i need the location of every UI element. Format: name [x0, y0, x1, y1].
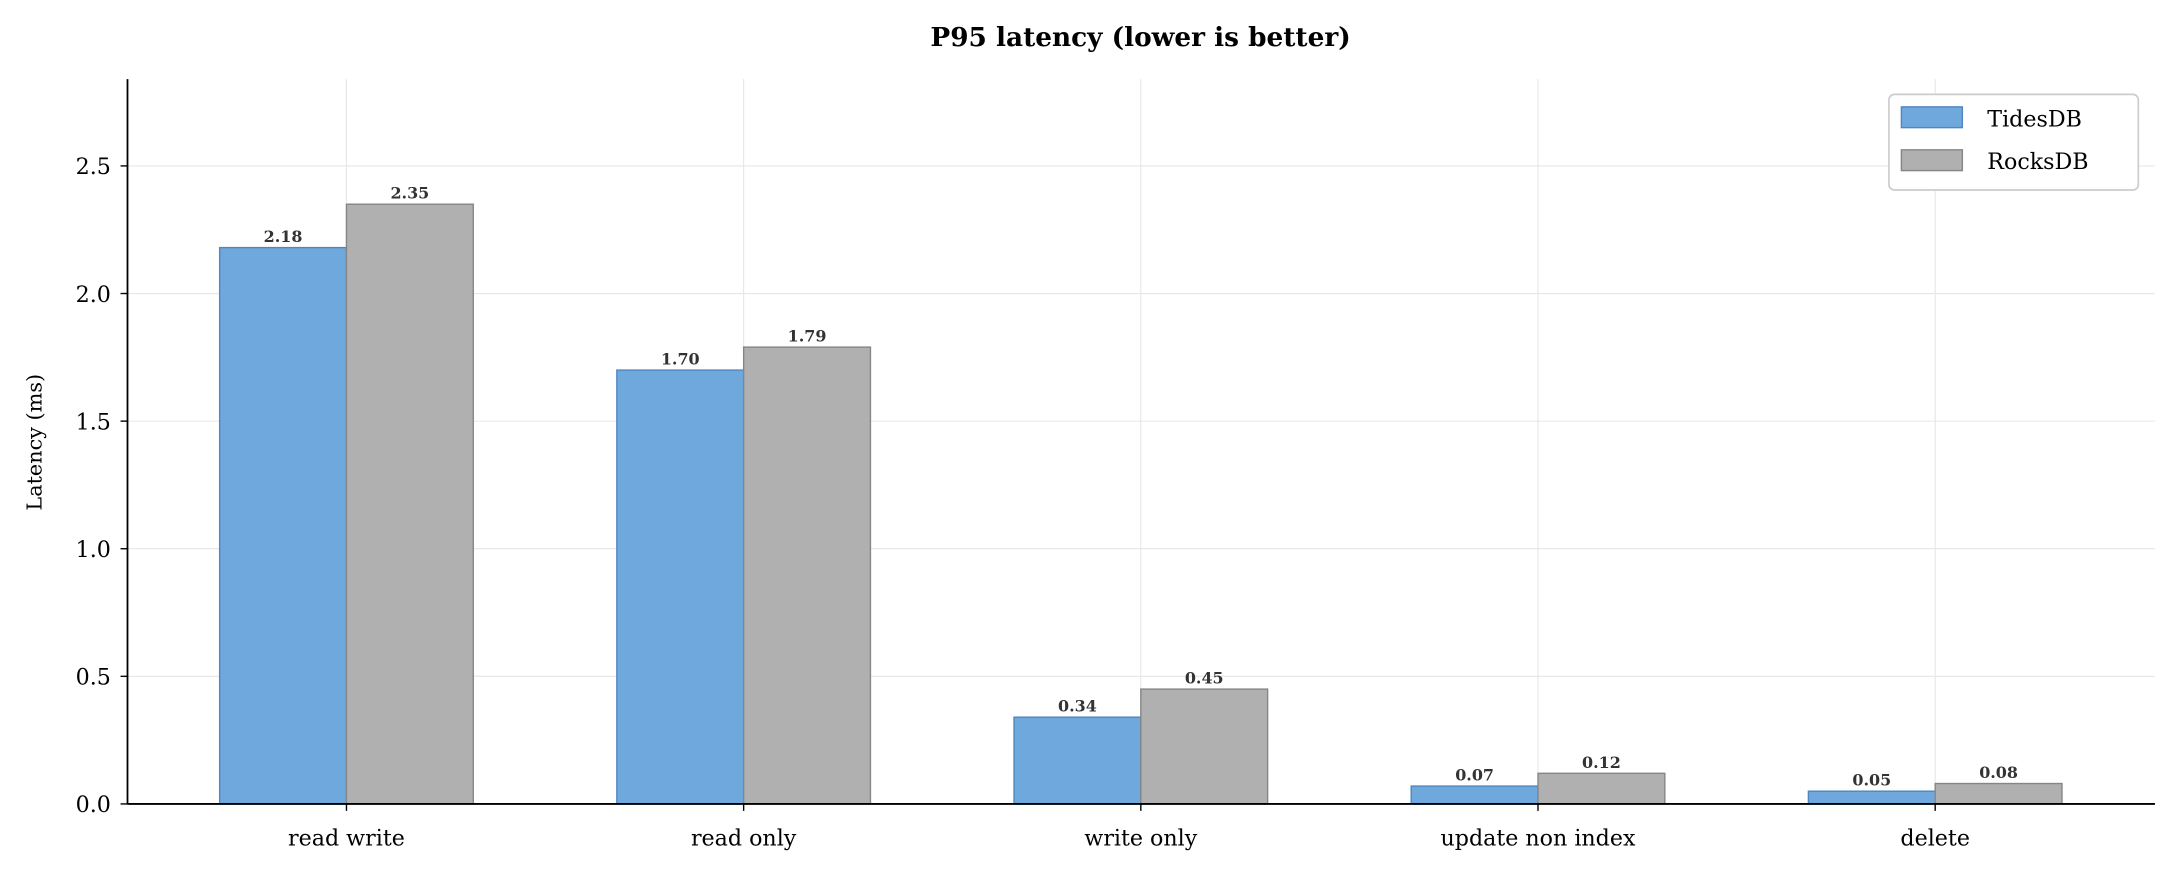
y-tick-label: 2.5: [76, 154, 111, 180]
y-tick-label: 0.0: [76, 792, 111, 818]
bar-rocksdb: [1934, 782, 2063, 805]
bar-tidesdb: [1410, 785, 1539, 805]
bar-tidesdb: [1807, 790, 1936, 805]
x-tick-label: update non index: [1441, 826, 1636, 852]
bar-value-label: 1.79: [788, 327, 827, 346]
bar-value-label: 0.07: [1455, 766, 1494, 785]
bar-tidesdb: [1013, 716, 1142, 805]
bar-tidesdb: [616, 369, 745, 805]
bar-rocksdb: [1140, 688, 1269, 805]
y-tick-label: 1.0: [76, 537, 111, 563]
bar-value-label: 0.08: [1979, 763, 2018, 782]
legend-swatch-rocksdb: [1900, 149, 1964, 172]
bar-value-label: 2.35: [390, 184, 429, 203]
bar-value-label: 0.34: [1058, 697, 1097, 716]
bar-rocksdb: [1537, 772, 1666, 805]
x-tick-label: read write: [288, 826, 405, 852]
bar-rocksdb: [742, 346, 872, 805]
bar-value-label: 0.12: [1582, 753, 1621, 772]
bar-tidesdb: [218, 246, 348, 805]
bar-value-label: 2.18: [264, 227, 303, 246]
x-tick-label: read only: [691, 826, 797, 852]
bar-rocksdb: [345, 203, 474, 805]
y-tick-label: 0.5: [76, 665, 111, 691]
legend-label: TidesDB: [1987, 106, 2082, 132]
y-tick-label: 2.0: [76, 282, 111, 308]
x-tick-label: delete: [1900, 826, 1970, 852]
bar-value-label: 0.45: [1185, 669, 1224, 688]
bar-value-label: 0.05: [1852, 771, 1891, 790]
bar-value-label: 1.70: [661, 350, 700, 369]
legend-label: RocksDB: [1987, 149, 2088, 175]
y-axis-label: Latency (ms): [23, 374, 47, 511]
x-tick-label: write only: [1084, 826, 1197, 852]
legend-swatch-tidesdb: [1900, 106, 1964, 129]
y-tick-label: 1.5: [76, 409, 111, 435]
chart-title: P95 latency (lower is better): [930, 22, 1350, 53]
